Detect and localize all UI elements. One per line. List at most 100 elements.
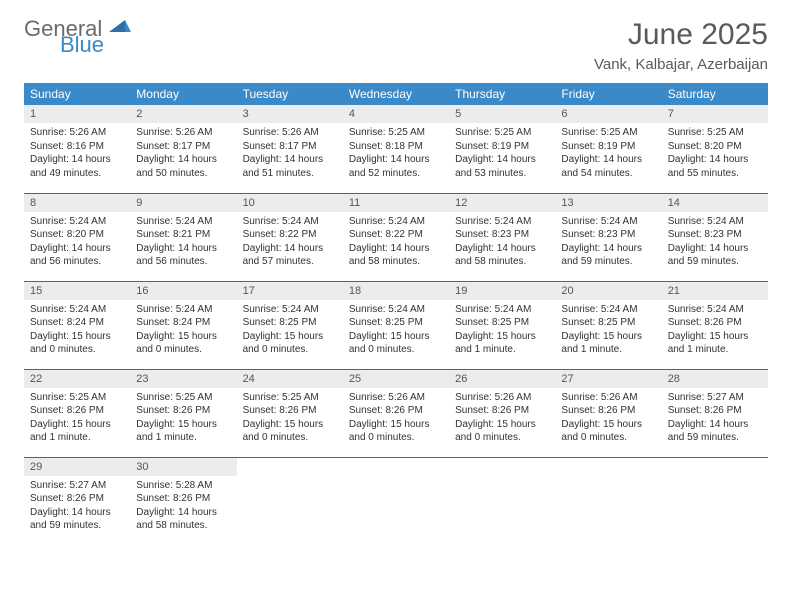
sunset-line: Sunset: 8:26 PM xyxy=(668,404,762,418)
daylight-line: Daylight: 15 hours and 0 minutes. xyxy=(243,330,337,357)
sunrise-line: Sunrise: 5:25 AM xyxy=(668,126,762,140)
day-number: 30 xyxy=(130,458,236,476)
calendar-cell: 7Sunrise: 5:25 AMSunset: 8:20 PMDaylight… xyxy=(662,105,768,193)
day-content: Sunrise: 5:26 AMSunset: 8:26 PMDaylight:… xyxy=(555,388,661,451)
day-content: Sunrise: 5:24 AMSunset: 8:23 PMDaylight:… xyxy=(662,212,768,275)
day-content: Sunrise: 5:24 AMSunset: 8:25 PMDaylight:… xyxy=(237,300,343,363)
sunset-line: Sunset: 8:20 PM xyxy=(668,140,762,154)
daylight-line: Daylight: 14 hours and 52 minutes. xyxy=(349,153,443,180)
day-number: 20 xyxy=(555,282,661,300)
calendar-cell: 5Sunrise: 5:25 AMSunset: 8:19 PMDaylight… xyxy=(449,105,555,193)
calendar-cell: 29Sunrise: 5:27 AMSunset: 8:26 PMDayligh… xyxy=(24,457,130,545)
daylight-line: Daylight: 14 hours and 49 minutes. xyxy=(30,153,124,180)
calendar-cell: 17Sunrise: 5:24 AMSunset: 8:25 PMDayligh… xyxy=(237,281,343,369)
day-number: 24 xyxy=(237,370,343,388)
sunset-line: Sunset: 8:26 PM xyxy=(349,404,443,418)
sunset-line: Sunset: 8:24 PM xyxy=(30,316,124,330)
calendar-cell: 16Sunrise: 5:24 AMSunset: 8:24 PMDayligh… xyxy=(130,281,236,369)
sunrise-line: Sunrise: 5:24 AM xyxy=(349,303,443,317)
sunset-line: Sunset: 8:26 PM xyxy=(30,492,124,506)
daylight-line: Daylight: 15 hours and 0 minutes. xyxy=(349,330,443,357)
day-content: Sunrise: 5:26 AMSunset: 8:16 PMDaylight:… xyxy=(24,123,130,186)
sunrise-line: Sunrise: 5:25 AM xyxy=(136,391,230,405)
day-content: Sunrise: 5:26 AMSunset: 8:17 PMDaylight:… xyxy=(237,123,343,186)
calendar-row: 29Sunrise: 5:27 AMSunset: 8:26 PMDayligh… xyxy=(24,457,768,545)
sunrise-line: Sunrise: 5:25 AM xyxy=(349,126,443,140)
calendar-cell: 15Sunrise: 5:24 AMSunset: 8:24 PMDayligh… xyxy=(24,281,130,369)
calendar-cell: 13Sunrise: 5:24 AMSunset: 8:23 PMDayligh… xyxy=(555,193,661,281)
daylight-line: Daylight: 14 hours and 59 minutes. xyxy=(30,506,124,533)
day-number: 14 xyxy=(662,194,768,212)
day-number: 25 xyxy=(343,370,449,388)
calendar-cell xyxy=(237,457,343,545)
calendar-cell: 24Sunrise: 5:25 AMSunset: 8:26 PMDayligh… xyxy=(237,369,343,457)
day-content: Sunrise: 5:28 AMSunset: 8:26 PMDaylight:… xyxy=(130,476,236,539)
sunset-line: Sunset: 8:24 PM xyxy=(136,316,230,330)
calendar-cell: 23Sunrise: 5:25 AMSunset: 8:26 PMDayligh… xyxy=(130,369,236,457)
sunrise-line: Sunrise: 5:24 AM xyxy=(243,303,337,317)
weekday-header: Friday xyxy=(555,83,661,105)
sunrise-line: Sunrise: 5:26 AM xyxy=(561,391,655,405)
sunrise-line: Sunrise: 5:24 AM xyxy=(668,215,762,229)
day-number: 12 xyxy=(449,194,555,212)
calendar-cell: 30Sunrise: 5:28 AMSunset: 8:26 PMDayligh… xyxy=(130,457,236,545)
calendar-cell: 4Sunrise: 5:25 AMSunset: 8:18 PMDaylight… xyxy=(343,105,449,193)
day-number: 7 xyxy=(662,105,768,123)
weekday-header: Sunday xyxy=(24,83,130,105)
sunrise-line: Sunrise: 5:24 AM xyxy=(668,303,762,317)
sunset-line: Sunset: 8:23 PM xyxy=(668,228,762,242)
day-number: 10 xyxy=(237,194,343,212)
sunrise-line: Sunrise: 5:26 AM xyxy=(243,126,337,140)
day-content: Sunrise: 5:24 AMSunset: 8:22 PMDaylight:… xyxy=(343,212,449,275)
daylight-line: Daylight: 15 hours and 1 minute. xyxy=(30,418,124,445)
day-number: 6 xyxy=(555,105,661,123)
day-number: 5 xyxy=(449,105,555,123)
calendar-cell: 19Sunrise: 5:24 AMSunset: 8:25 PMDayligh… xyxy=(449,281,555,369)
sunset-line: Sunset: 8:22 PM xyxy=(349,228,443,242)
daylight-line: Daylight: 14 hours and 56 minutes. xyxy=(30,242,124,269)
day-number: 2 xyxy=(130,105,236,123)
weekday-header: Tuesday xyxy=(237,83,343,105)
calendar-cell: 8Sunrise: 5:24 AMSunset: 8:20 PMDaylight… xyxy=(24,193,130,281)
daylight-line: Daylight: 15 hours and 1 minute. xyxy=(668,330,762,357)
sunrise-line: Sunrise: 5:27 AM xyxy=(30,479,124,493)
day-content: Sunrise: 5:24 AMSunset: 8:25 PMDaylight:… xyxy=(449,300,555,363)
sunrise-line: Sunrise: 5:24 AM xyxy=(455,215,549,229)
sunset-line: Sunset: 8:26 PM xyxy=(561,404,655,418)
daylight-line: Daylight: 15 hours and 1 minute. xyxy=(136,418,230,445)
calendar-cell xyxy=(343,457,449,545)
sunset-line: Sunset: 8:21 PM xyxy=(136,228,230,242)
sunset-line: Sunset: 8:26 PM xyxy=(243,404,337,418)
day-content: Sunrise: 5:24 AMSunset: 8:25 PMDaylight:… xyxy=(343,300,449,363)
calendar-row: 1Sunrise: 5:26 AMSunset: 8:16 PMDaylight… xyxy=(24,105,768,193)
daylight-line: Daylight: 14 hours and 56 minutes. xyxy=(136,242,230,269)
calendar-cell: 20Sunrise: 5:24 AMSunset: 8:25 PMDayligh… xyxy=(555,281,661,369)
sunset-line: Sunset: 8:23 PM xyxy=(455,228,549,242)
day-number: 19 xyxy=(449,282,555,300)
day-number: 15 xyxy=(24,282,130,300)
day-number: 28 xyxy=(662,370,768,388)
daylight-line: Daylight: 14 hours and 57 minutes. xyxy=(243,242,337,269)
location: Vank, Kalbajar, Azerbaijan xyxy=(594,56,768,73)
day-content: Sunrise: 5:24 AMSunset: 8:23 PMDaylight:… xyxy=(555,212,661,275)
sunrise-line: Sunrise: 5:24 AM xyxy=(136,215,230,229)
calendar-body: 1Sunrise: 5:26 AMSunset: 8:16 PMDaylight… xyxy=(24,105,768,545)
sunrise-line: Sunrise: 5:25 AM xyxy=(30,391,124,405)
daylight-line: Daylight: 14 hours and 59 minutes. xyxy=(668,242,762,269)
sunrise-line: Sunrise: 5:24 AM xyxy=(561,215,655,229)
sunrise-line: Sunrise: 5:24 AM xyxy=(30,303,124,317)
sunset-line: Sunset: 8:25 PM xyxy=(349,316,443,330)
sunrise-line: Sunrise: 5:26 AM xyxy=(136,126,230,140)
day-content: Sunrise: 5:24 AMSunset: 8:25 PMDaylight:… xyxy=(555,300,661,363)
sunset-line: Sunset: 8:19 PM xyxy=(455,140,549,154)
daylight-line: Daylight: 15 hours and 0 minutes. xyxy=(455,418,549,445)
day-content: Sunrise: 5:24 AMSunset: 8:24 PMDaylight:… xyxy=(24,300,130,363)
day-content: Sunrise: 5:25 AMSunset: 8:26 PMDaylight:… xyxy=(130,388,236,451)
day-content: Sunrise: 5:24 AMSunset: 8:23 PMDaylight:… xyxy=(449,212,555,275)
sunset-line: Sunset: 8:17 PM xyxy=(243,140,337,154)
calendar-cell xyxy=(555,457,661,545)
day-content: Sunrise: 5:25 AMSunset: 8:19 PMDaylight:… xyxy=(555,123,661,186)
sunset-line: Sunset: 8:23 PM xyxy=(561,228,655,242)
day-number: 13 xyxy=(555,194,661,212)
sunrise-line: Sunrise: 5:24 AM xyxy=(136,303,230,317)
